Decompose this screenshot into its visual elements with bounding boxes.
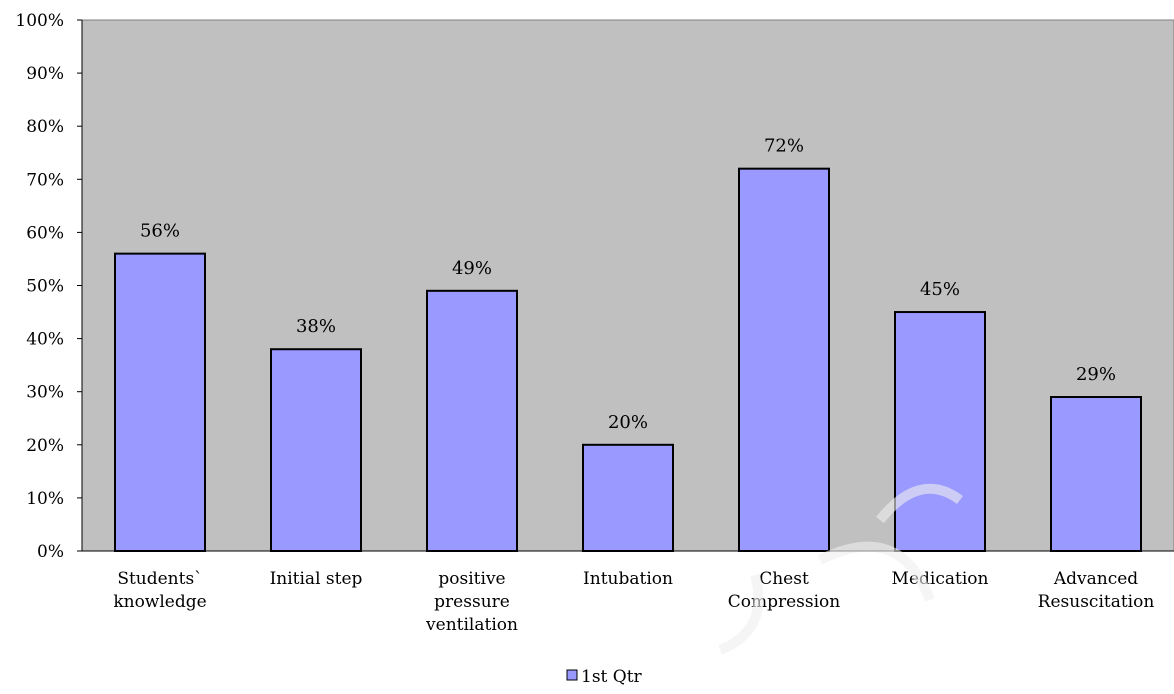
x-category-label: Intubation: [583, 569, 673, 589]
bar-data-label: 20%: [608, 412, 648, 433]
bar: [426, 289, 518, 552]
bar-data-label: 45%: [920, 279, 960, 300]
x-axis-labels: Students` knowledge Initial step positive pr…: [113, 569, 1154, 635]
x-category-label: Medication: [892, 569, 989, 589]
x-category-label: Initial step: [270, 569, 363, 589]
bar: [270, 348, 362, 552]
x-category-label: positive pressure ventilation: [425, 569, 518, 635]
y-tick-label: 80%: [26, 117, 64, 137]
y-tick-label: 50%: [26, 277, 64, 297]
legend-swatch: [566, 669, 578, 681]
data-labels: 56% 38% 49% 20% 72% 45% 29%: [140, 136, 1116, 433]
x-category-label: Chest Compression: [728, 569, 841, 612]
y-tick-label: 90%: [26, 64, 64, 84]
bar: [114, 252, 206, 552]
bar: [582, 443, 674, 552]
y-tick-label: 70%: [26, 170, 64, 190]
y-tick-label: 20%: [26, 436, 64, 456]
y-tick-label: 0%: [37, 542, 64, 562]
bar: [1050, 396, 1142, 553]
legend: 1st Qtr: [566, 667, 643, 687]
bar: [894, 311, 986, 552]
bar-data-label: 29%: [1076, 364, 1116, 385]
x-category-label: Advanced Resuscitation: [1038, 569, 1155, 612]
y-tick-label: 40%: [26, 330, 64, 350]
y-axis-ticks: 0% 10% 20% 30% 40% 50% 60% 70% 80% 90% 100%: [15, 11, 82, 562]
y-tick-label: 100%: [15, 11, 64, 31]
bar-data-label: 72%: [764, 136, 804, 157]
y-tick-label: 60%: [26, 223, 64, 243]
bar-data-label: 38%: [296, 316, 336, 337]
y-tick-label: 10%: [26, 489, 64, 509]
bar: [738, 167, 830, 552]
bars: [114, 167, 1142, 553]
legend-label: 1st Qtr: [581, 667, 643, 687]
bar-data-label: 56%: [140, 221, 180, 242]
bar-data-label: 49%: [452, 258, 492, 279]
x-category-label: Students` knowledge: [113, 569, 206, 612]
y-tick-label: 30%: [26, 383, 64, 403]
